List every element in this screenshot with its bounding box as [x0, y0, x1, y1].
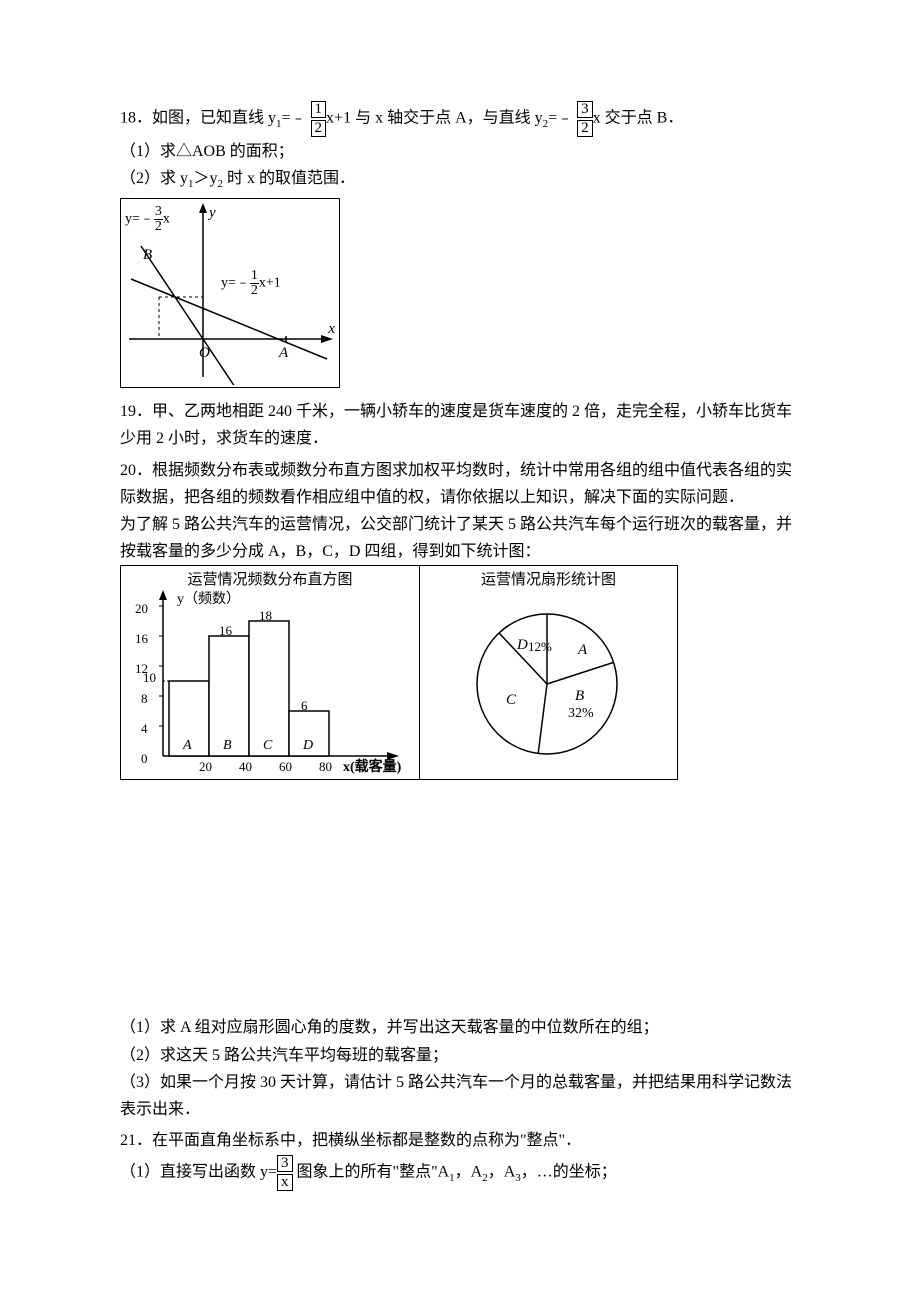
question-18: 18．如图，已知直线 y1=﹣ 12x+1 与 x 轴交于点 A，与直线 y2=…: [120, 100, 800, 394]
text: （2）求 y: [120, 170, 188, 187]
q21-part1: （1）直接写出函数 y=3x 图象上的所有"整点"A1，A2，A3，…的坐标；: [120, 1154, 800, 1192]
q20-charts: 运营情况频数分布直方图: [120, 565, 800, 780]
text: （1）直接写出函数 y=: [120, 1164, 277, 1181]
q21-stem: 21．在平面直角坐标系中，把横纵坐标都是整数的点称为"整点"．: [120, 1127, 800, 1154]
fraction-3-2: 32: [577, 100, 593, 138]
question-20: 20．根据频数分布表或频数分布直方图求加权平均数时，统计中常用各组的组中值代表各…: [120, 457, 800, 781]
text: ，A: [488, 1164, 516, 1181]
x-axis-label: x: [328, 317, 335, 343]
blank-space: [120, 784, 800, 1014]
q20-part2: （2）求这天 5 路公共汽车平均每班的载客量；: [120, 1042, 800, 1069]
q18-part2: （2）求 y1＞y2 时 x 的取值范围．: [120, 165, 800, 194]
point-a-label: A: [279, 341, 288, 367]
origin-label: O: [199, 341, 210, 367]
text: 图象上的所有"整点"A: [293, 1164, 450, 1181]
fraction-3-x: 3x: [277, 1154, 293, 1192]
q18-figure: y x O A B y=﹣32x y=﹣12x+1: [120, 198, 340, 388]
text: ，A: [455, 1164, 483, 1181]
text: =﹣: [548, 110, 573, 127]
pie-figure: 运营情况扇形统计图 A B 32% C D 12%: [420, 565, 678, 780]
fraction-1-2: 12: [311, 100, 327, 138]
hist-ylabel: y（频数）: [177, 588, 240, 612]
text: ，…的坐标；: [521, 1164, 617, 1181]
q20-part1: （1）求 A 组对应扇形圆心角的度数，并写出这天载客量的中位数所在的组；: [120, 1014, 800, 1041]
q20-p2: 为了解 5 路公共汽车的运营情况，公交部门统计了某天 5 路公共汽车每个运行班次…: [120, 511, 800, 565]
eq-shallow: y=﹣12x+1: [221, 269, 281, 298]
text: x 交于点 B．: [593, 110, 684, 127]
hist-xlabel: x(载客量): [343, 756, 401, 780]
q20-p1: 20．根据频数分布表或频数分布直方图求加权平均数时，统计中常用各组的组中值代表各…: [120, 457, 800, 511]
question-20-parts: （1）求 A 组对应扇形圆心角的度数，并写出这天载客量的中位数所在的组； （2）…: [120, 1014, 800, 1123]
q20-part3: （3）如果一个月按 30 天计算，请估计 5 路公共汽车一个月的总载客量，并把结…: [120, 1069, 800, 1123]
y-axis-label: y: [209, 201, 216, 227]
text: ＞y: [194, 170, 218, 187]
pie-svg: [420, 566, 674, 776]
q19-text: 19．甲、乙两地相距 240 千米，一辆小轿车的速度是货车速度的 2 倍，走完全…: [120, 398, 800, 452]
point-b-label: B: [143, 243, 152, 269]
histogram-figure: 运营情况频数分布直方图: [120, 565, 420, 780]
eq-steep: y=﹣32x: [125, 205, 170, 234]
val-10: 10: [143, 667, 156, 689]
histogram-title: 运营情况频数分布直方图: [121, 568, 419, 594]
question-21: 21．在平面直角坐标系中，把横纵坐标都是整数的点称为"整点"． （1）直接写出函…: [120, 1127, 800, 1192]
text: =﹣: [282, 110, 307, 127]
text: 时 x 的取值范围．: [223, 170, 355, 187]
text: x+1 与 x 轴交于点 A，与直线 y: [326, 110, 543, 127]
question-19: 19．甲、乙两地相距 240 千米，一辆小轿车的速度是货车速度的 2 倍，走完全…: [120, 398, 800, 452]
q18-part1: （1）求△AOB 的面积；: [120, 138, 800, 165]
q18-stem: 18．如图，已知直线 y1=﹣ 12x+1 与 x 轴交于点 A，与直线 y2=…: [120, 100, 800, 138]
pie-title: 运营情况扇形统计图: [420, 568, 677, 594]
text: 18．如图，已知直线 y: [120, 110, 276, 127]
